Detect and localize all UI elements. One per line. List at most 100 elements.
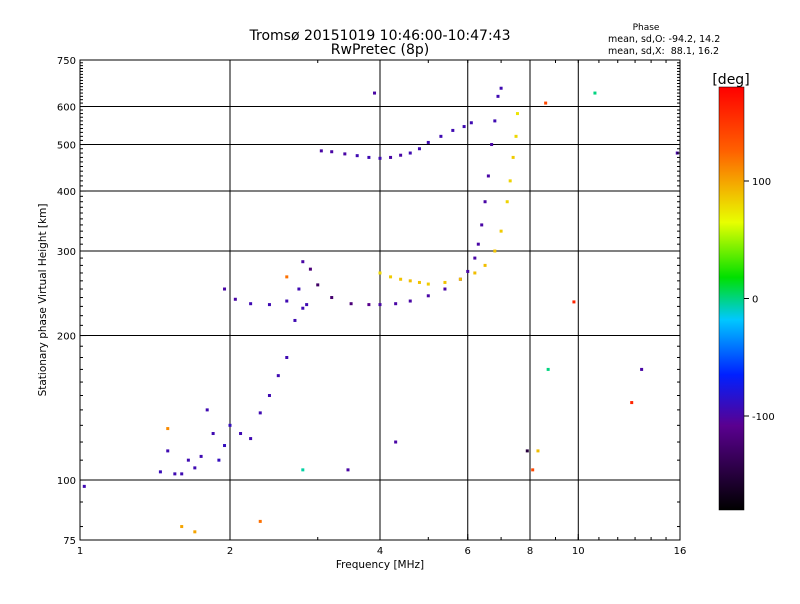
data-point	[525, 449, 529, 453]
data-point	[285, 299, 289, 303]
data-point	[205, 408, 209, 412]
y-axis-label: Stationary phase Virtual Height [km]	[37, 204, 49, 397]
data-point	[293, 318, 297, 322]
data-point	[531, 468, 535, 472]
y-tick-label: 400	[57, 187, 76, 198]
data-point	[408, 151, 412, 155]
colorbar-label: [deg]	[712, 72, 749, 88]
data-point	[408, 279, 412, 283]
x-tick-label: 8	[527, 546, 533, 557]
data-point	[394, 440, 398, 444]
data-point	[496, 94, 500, 98]
data-point	[346, 468, 350, 472]
data-point	[511, 155, 515, 159]
y-tick-label: 75	[63, 536, 76, 547]
data-point	[301, 306, 305, 310]
data-point	[276, 374, 280, 378]
data-point	[193, 466, 197, 470]
data-point	[493, 249, 497, 253]
stats-heading: Phase	[633, 23, 660, 33]
data-point	[486, 174, 490, 178]
data-point	[499, 86, 503, 90]
data-point	[508, 179, 512, 183]
x-tick-label: 1	[77, 546, 83, 557]
data-point	[439, 134, 443, 138]
data-point	[258, 519, 262, 523]
data-point	[228, 423, 232, 427]
data-point	[469, 121, 473, 125]
data-point	[239, 432, 243, 436]
colorbar-tick-label: -100	[752, 412, 775, 423]
data-point	[389, 155, 393, 159]
data-point	[367, 155, 371, 159]
stats-x-line: mean, sd,X: 88.1, 16.2	[608, 46, 719, 57]
x-tick-label: 4	[377, 546, 383, 557]
data-point	[458, 277, 462, 281]
data-point	[267, 394, 271, 398]
data-point	[301, 468, 305, 472]
data-point	[316, 283, 320, 287]
data-point	[544, 101, 548, 105]
x-tick-label: 16	[674, 546, 687, 557]
data-point	[349, 302, 353, 306]
data-point	[451, 128, 455, 132]
data-point	[466, 269, 470, 273]
data-point	[193, 530, 197, 534]
data-point	[443, 287, 447, 291]
data-point	[211, 432, 215, 436]
data-point	[426, 294, 430, 298]
data-point	[373, 91, 377, 95]
data-point	[417, 147, 421, 151]
colorbar-tick-label: 100	[752, 177, 771, 188]
data-point	[82, 484, 86, 488]
data-point	[476, 242, 480, 246]
data-point	[426, 282, 430, 286]
data-point	[217, 458, 221, 462]
data-point	[166, 449, 170, 453]
data-point	[499, 229, 503, 233]
data-point	[483, 200, 487, 204]
data-point	[515, 112, 519, 116]
colorbar-ticks: 100 0 -100	[744, 177, 775, 423]
data-point	[483, 263, 487, 267]
data-point	[378, 156, 382, 160]
data-point	[367, 303, 371, 307]
data-point	[285, 355, 289, 359]
chart-subtitle: RwPretec (8p)	[331, 42, 429, 58]
y-axis-ticks: 75 100 200 300 400 500 600 750	[57, 56, 680, 547]
chart-title: Tromsø 20151019 10:46:00-10:47:43	[249, 28, 511, 44]
data-point	[233, 297, 237, 301]
data-point	[399, 277, 403, 281]
data-point	[536, 449, 540, 453]
y-tick-label: 600	[57, 103, 76, 114]
data-point	[443, 280, 447, 284]
data-point	[180, 472, 184, 476]
plot-grid	[80, 60, 680, 540]
data-point	[399, 153, 403, 157]
data-point	[417, 280, 421, 284]
data-point	[593, 91, 597, 95]
y-tick-label: 300	[57, 247, 76, 258]
data-point	[319, 149, 323, 153]
data-point	[572, 300, 576, 304]
data-point	[173, 472, 177, 476]
data-point	[285, 275, 289, 279]
y-tick-label: 500	[57, 141, 76, 152]
data-point	[546, 367, 550, 371]
data-point	[378, 303, 382, 307]
y-tick-label: 200	[57, 332, 76, 343]
x-tick-label: 6	[465, 546, 471, 557]
data-point	[158, 470, 162, 474]
data-point	[473, 256, 477, 260]
data-point	[462, 125, 466, 129]
colorbar-tick-label: 0	[752, 295, 758, 306]
data-point	[394, 302, 398, 306]
data-point	[505, 200, 509, 204]
plot-points	[82, 86, 679, 534]
data-point	[180, 525, 184, 529]
data-point	[355, 154, 359, 158]
data-point	[186, 458, 190, 462]
data-point	[330, 150, 334, 154]
data-point	[258, 411, 262, 415]
